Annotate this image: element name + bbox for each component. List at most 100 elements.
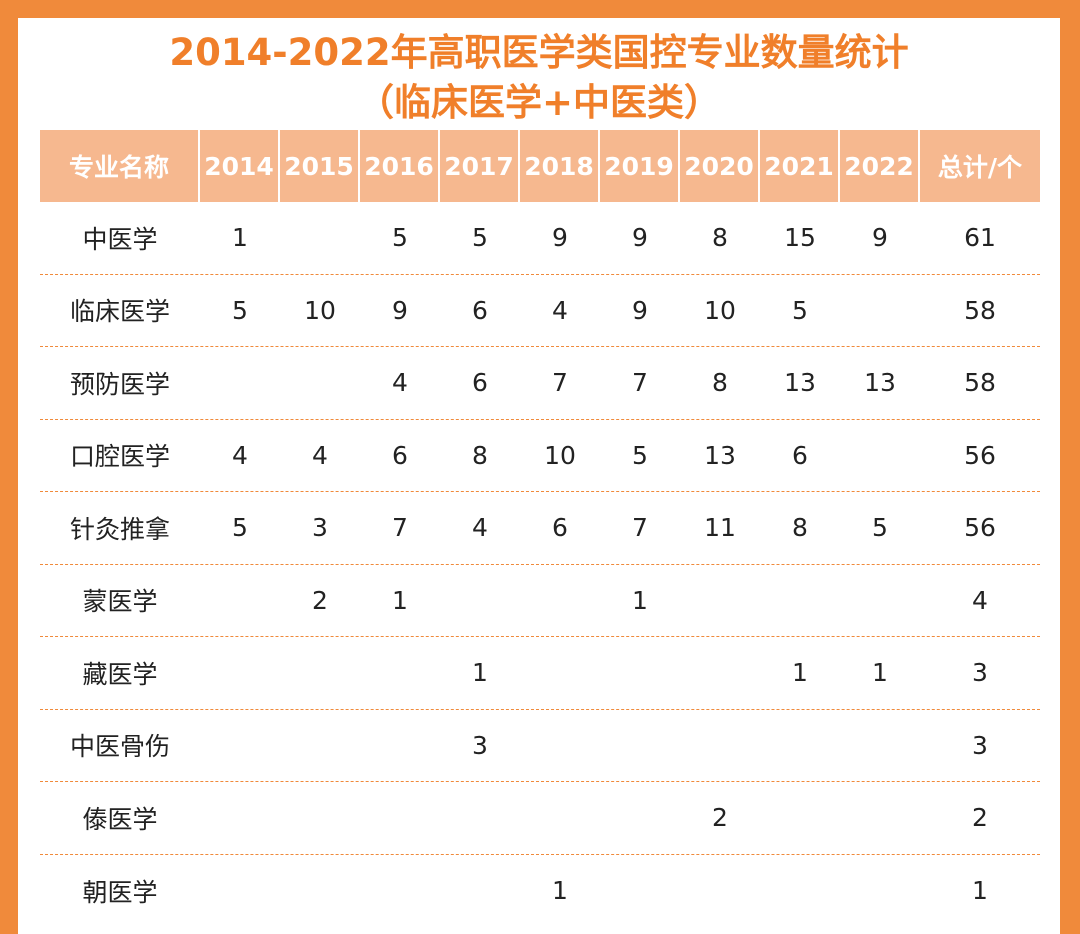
year-count-cell: 1: [552, 876, 568, 906]
year-count-cell: 15: [784, 223, 816, 253]
year-count-cell: 13: [704, 440, 736, 470]
year-count-cell: [280, 782, 360, 854]
year-count-cell: [680, 855, 760, 928]
year-count-cell: [680, 565, 760, 637]
row-total-cell: 58: [964, 368, 996, 398]
year-count-cell: [360, 710, 440, 782]
year-count-cell: [200, 347, 280, 419]
header-2022: 2022: [840, 130, 920, 202]
year-count-cell: 4: [232, 440, 248, 470]
year-count-cell: [520, 782, 600, 854]
year-count-cell: 5: [792, 295, 808, 325]
year-count-cell: 5: [472, 223, 488, 253]
year-count-cell: 9: [632, 223, 648, 253]
year-count-cell: [440, 782, 520, 854]
row-name-cell: 预防医学: [69, 369, 170, 399]
year-count-cell: 9: [632, 295, 648, 325]
year-count-cell: [520, 637, 600, 709]
year-count-cell: 5: [872, 513, 888, 543]
year-count-cell: 6: [472, 295, 488, 325]
header-name: 专业名称: [40, 130, 200, 202]
year-count-cell: [680, 710, 760, 782]
header-2018: 2018: [520, 130, 600, 202]
year-count-cell: [360, 855, 440, 928]
year-count-cell: [280, 347, 360, 419]
year-count-cell: 5: [232, 295, 248, 325]
row-name-cell: 蒙医学: [82, 587, 158, 617]
title-line-2: （临床医学+中医类）: [356, 81, 721, 124]
row-total-cell: 1: [972, 876, 988, 906]
row-total-cell: 2: [972, 803, 988, 833]
row-name-cell: 临床医学: [69, 297, 170, 327]
year-count-cell: 6: [472, 368, 488, 398]
year-count-cell: [840, 275, 920, 347]
year-count-cell: [840, 782, 920, 854]
year-count-cell: [440, 855, 520, 928]
year-count-cell: [280, 637, 360, 709]
header-2016: 2016: [360, 130, 440, 202]
year-count-cell: 7: [632, 513, 648, 543]
year-count-cell: [440, 565, 520, 637]
row-total-cell: 56: [964, 440, 996, 470]
year-count-cell: [200, 637, 280, 709]
year-count-cell: 10: [704, 295, 736, 325]
year-count-cell: [600, 855, 680, 928]
year-count-cell: [840, 710, 920, 782]
row-name-cell: 中医学: [82, 224, 158, 254]
header-2015: 2015: [280, 130, 360, 202]
year-count-cell: [600, 710, 680, 782]
header-2017: 2017: [440, 130, 520, 202]
table-row: 临床医学 5 10 9 6 4 9 10 5 58: [40, 275, 1040, 347]
table-row: 针灸推拿 5 3 7 4 6 7 11 8 5 56: [40, 492, 1040, 565]
year-count-cell: 1: [472, 658, 488, 688]
year-count-cell: 4: [552, 295, 568, 325]
year-count-cell: 1: [792, 658, 808, 688]
header-2021: 2021: [760, 130, 840, 202]
year-count-cell: [280, 202, 360, 274]
row-name-cell: 中医骨伤: [69, 732, 170, 762]
row-name-cell: 朝医学: [82, 877, 158, 907]
year-count-cell: 6: [392, 440, 408, 470]
year-count-cell: 1: [392, 585, 408, 615]
year-count-cell: 8: [712, 223, 728, 253]
year-count-cell: 10: [304, 295, 336, 325]
year-count-cell: 11: [704, 513, 736, 543]
year-count-cell: [760, 710, 840, 782]
table-row: 蒙医学 2 1 1 4: [40, 565, 1040, 637]
year-count-cell: [840, 855, 920, 928]
table-row: 中医学 1 5 5 9 9 8 15 9 61: [40, 202, 1040, 275]
year-count-cell: 3: [472, 730, 488, 760]
year-count-cell: [600, 782, 680, 854]
year-count-cell: [200, 855, 280, 928]
table-row: 预防医学 4 6 7 7 8 13 13 58: [40, 347, 1040, 420]
year-count-cell: 6: [552, 513, 568, 543]
year-count-cell: [200, 565, 280, 637]
year-count-cell: 10: [544, 440, 576, 470]
year-count-cell: 4: [392, 368, 408, 398]
row-name-cell: 藏医学: [82, 659, 158, 689]
header-2019: 2019: [600, 130, 680, 202]
row-name-cell: 口腔医学: [69, 442, 170, 472]
header-2020: 2020: [680, 130, 760, 202]
table-row: 藏医学 1 1 1 3: [40, 637, 1040, 710]
year-count-cell: [840, 420, 920, 492]
year-count-cell: 1: [872, 658, 888, 688]
year-count-cell: 9: [872, 223, 888, 253]
year-count-cell: 2: [312, 585, 328, 615]
header-2014: 2014: [200, 130, 280, 202]
year-count-cell: 8: [792, 513, 808, 543]
year-count-cell: 5: [632, 440, 648, 470]
year-count-cell: [280, 855, 360, 928]
row-total-cell: 61: [964, 223, 996, 253]
year-count-cell: [680, 637, 760, 709]
stats-table: 专业名称 2014 2015 2016 2017 2018 2019 2020 …: [40, 130, 1040, 927]
year-count-cell: 8: [472, 440, 488, 470]
year-count-cell: [840, 565, 920, 637]
year-count-cell: [360, 637, 440, 709]
year-count-cell: 7: [632, 368, 648, 398]
year-count-cell: [280, 710, 360, 782]
table-header: 专业名称 2014 2015 2016 2017 2018 2019 2020 …: [40, 130, 1040, 202]
year-count-cell: 1: [232, 223, 248, 253]
header-total: 总计/个: [937, 153, 1023, 182]
year-count-cell: 2: [712, 803, 728, 833]
